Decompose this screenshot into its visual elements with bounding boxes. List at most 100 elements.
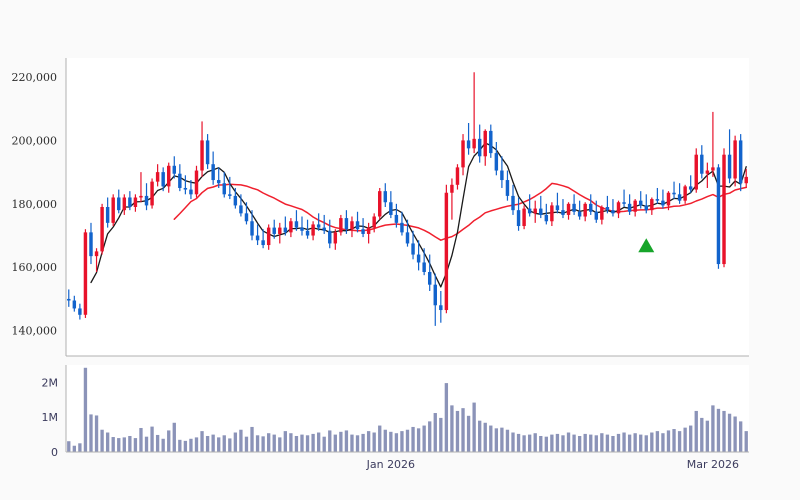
volume-bar <box>700 417 704 452</box>
candle-body <box>439 305 443 311</box>
volume-bar <box>627 434 632 452</box>
candle-body <box>583 203 587 217</box>
price-tick-label: 160,000 <box>12 261 58 274</box>
volume-bar <box>283 431 288 452</box>
volume-bar <box>472 402 476 452</box>
candle-body <box>83 232 88 315</box>
volume-bar <box>200 431 204 452</box>
candle-body <box>500 170 504 181</box>
volume-bar <box>455 410 460 452</box>
volume-bar <box>328 430 332 452</box>
candle-body <box>477 138 482 157</box>
volume-bar <box>616 433 621 452</box>
candle-body <box>572 203 576 212</box>
volume-bar <box>261 436 265 452</box>
candle-body <box>522 208 526 227</box>
volume-bar <box>561 435 565 452</box>
candle-body <box>300 227 304 231</box>
candle-body <box>316 224 321 228</box>
volume-bar <box>450 405 454 452</box>
candle-body <box>422 262 426 272</box>
volume-bar <box>705 420 710 452</box>
candle-body <box>200 140 204 171</box>
candle-body <box>600 207 604 220</box>
volume-bar <box>255 435 260 452</box>
candle-body <box>627 203 632 212</box>
volume-bar <box>605 434 610 452</box>
volume-bar <box>89 414 93 452</box>
candle-body <box>72 300 77 309</box>
volume-y-axis-ticks: 0 1M 2M <box>42 376 59 459</box>
volume-bar <box>333 434 337 452</box>
candle-body <box>122 197 127 211</box>
volume-bar <box>344 430 349 452</box>
volume-bar <box>122 437 126 452</box>
candle-body <box>355 221 360 230</box>
candle-body <box>150 181 154 206</box>
volume-bar <box>650 432 654 452</box>
candle-body <box>117 197 121 211</box>
candle-body <box>661 200 665 206</box>
volume-bar <box>478 420 482 452</box>
candle-body <box>133 197 138 207</box>
candle-body <box>577 211 582 217</box>
candle-body <box>644 205 648 211</box>
volume-bar <box>444 383 449 452</box>
candle-body <box>366 227 371 234</box>
candle-body <box>694 154 698 190</box>
candle-body <box>322 227 326 231</box>
candle-body <box>305 230 310 236</box>
volume-bar <box>178 439 182 452</box>
volume-bar <box>744 431 748 452</box>
volume-bar <box>222 435 226 452</box>
volume-bar <box>466 415 471 452</box>
volume-bar <box>78 443 82 452</box>
volume-bar <box>611 435 615 452</box>
volume-bar <box>577 435 582 452</box>
candle-body <box>250 221 254 236</box>
candle-body <box>216 180 221 184</box>
volume-bar <box>183 440 188 452</box>
volume-bar <box>727 413 732 452</box>
volume-bar <box>394 433 399 452</box>
x-axis-tick-labels: Jan 2026 Mar 2026 <box>366 458 739 471</box>
volume-bar <box>694 410 698 452</box>
candle-body <box>350 221 354 230</box>
candle-body <box>611 210 615 214</box>
candle-body <box>94 251 99 257</box>
candle-body <box>222 183 226 195</box>
volume-bar <box>600 433 604 452</box>
candle-body <box>733 140 737 179</box>
candle-body <box>650 199 654 211</box>
price-tick-label: 180,000 <box>12 198 58 211</box>
candle-body <box>550 205 554 222</box>
candle-body <box>178 173 182 188</box>
volume-bar <box>544 436 548 452</box>
price-panel: 140,000 160,000 180,000 200,000 220,000 <box>12 58 749 357</box>
candle-body <box>105 207 110 223</box>
buy-marker-triangle[interactable] <box>638 238 655 253</box>
candle-body <box>716 167 721 265</box>
volume-bar <box>666 430 671 452</box>
volume-bar <box>572 434 576 452</box>
candle-body <box>711 167 715 171</box>
candle-body <box>139 195 143 198</box>
volume-bar <box>689 425 693 452</box>
volume-tick-label: 1M <box>42 411 59 424</box>
volume-bar <box>516 433 521 452</box>
volume-bar <box>372 432 376 452</box>
candlestick-series <box>67 72 748 326</box>
candle-body <box>427 271 432 285</box>
volume-bar <box>733 416 737 452</box>
candle-body <box>167 165 171 187</box>
price-y-axis-ticks: 140,000 160,000 180,000 200,000 220,000 <box>12 71 58 338</box>
volume-bar <box>400 431 404 452</box>
chart-markers <box>638 238 655 253</box>
volume-bar <box>239 429 243 452</box>
candle-body <box>544 214 549 222</box>
candle-body <box>455 167 460 185</box>
candle-body <box>688 186 693 190</box>
candle-body <box>266 227 271 246</box>
volume-bar <box>72 445 76 452</box>
